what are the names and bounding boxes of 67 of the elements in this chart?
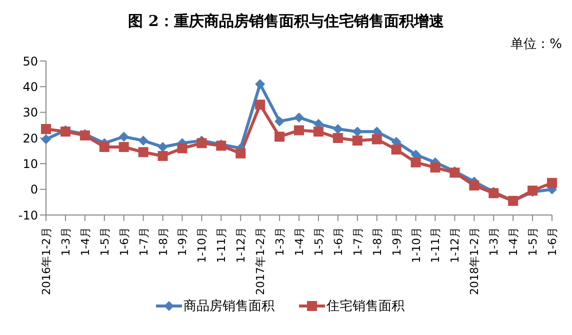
point [118,132,129,142]
x-tick-label: 2016年1-2月 [40,227,53,295]
y-tick-label: -10 [18,208,38,222]
point [332,124,343,134]
point [118,142,129,152]
point [294,125,304,136]
point [332,133,343,143]
x-tick-label: 1-5月 [526,227,540,256]
point [41,134,51,144]
point [138,147,148,158]
point [352,126,362,137]
x-tick-label: 1-6月 [546,227,559,256]
x-tick-label: 1-9月 [176,227,190,256]
point [255,100,266,110]
point [236,148,246,158]
point [177,143,188,154]
x-tick-label: 2017年1-2月 [254,227,268,295]
point [430,162,440,173]
x-tick-label: 1-12月 [234,227,248,263]
point [274,132,285,142]
x-tick-label: 1-5月 [312,227,326,256]
y-tick-label: 40 [22,80,38,94]
x-tick-label: 1-8月 [156,227,170,256]
x-tick-label: 1-6月 [332,227,345,256]
y-tick-label: 0 [30,182,38,197]
x-tick-label: 2018年1-2月 [468,227,482,295]
point [196,138,207,148]
point [313,126,324,137]
x-tick-label: 1-3月 [274,227,287,256]
x-tick-label: 1-11月 [429,227,442,263]
y-tick-label: 20 [22,131,38,146]
y-tick-label: 10 [22,156,38,171]
point [547,178,557,188]
point [372,134,382,144]
point [99,142,110,152]
point [158,142,168,152]
x-tick-label: 1-9月 [390,227,404,256]
x-tick-label: 1-4月 [293,227,306,256]
x-tick-label: 1-5月 [98,227,112,256]
x-tick-label: 1-11月 [215,227,228,263]
x-tick-label: 1-3月 [59,227,72,256]
y-tick-label: 50 [22,54,38,68]
x-tick-label: 1-10月 [196,227,209,263]
y-tick-label: 30 [22,106,38,120]
point [391,144,402,155]
point [469,180,480,190]
point [255,79,266,90]
x-tick-label: 1-8月 [370,227,384,256]
text: 单位：% [510,36,563,53]
point [352,136,362,146]
point [410,157,421,168]
x-tick-label: 1-3月 [488,227,501,256]
chart-title: 图 2：重庆商品房销售面积与住宅销售面积增速 [127,11,445,31]
x-tick-label: 1-10月 [410,227,423,263]
legend-label: 住宅销售面积 [326,298,404,315]
x-tick-label: 1-7月 [351,227,364,256]
point [158,150,168,161]
x-tick-label: 1-4月 [78,227,92,256]
legend-label: 商品房销售面积 [182,298,274,315]
x-tick-label: 1-12月 [448,227,462,263]
point [274,116,285,126]
x-tick-label: 1-7月 [137,227,150,256]
x-tick-label: 1-4月 [507,227,520,256]
x-tick-label: 1-6月 [118,227,131,256]
point [138,136,148,146]
point [294,112,304,122]
point [41,124,51,134]
